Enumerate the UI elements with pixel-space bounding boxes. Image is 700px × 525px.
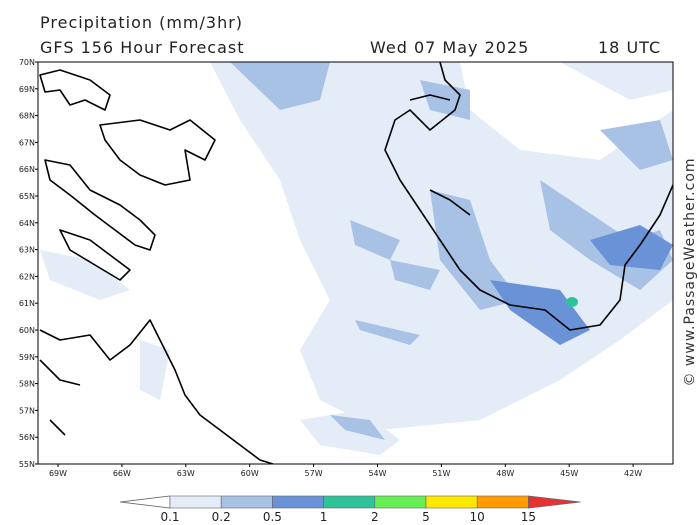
lon-label: 66W	[113, 469, 131, 478]
lon-label: 69W	[49, 469, 67, 478]
colorbar-label: 5	[422, 510, 430, 524]
title: Precipitation (mm/3hr)	[40, 13, 243, 32]
colorbar-low-arrow	[119, 495, 171, 509]
forecast-date: Wed 07 May 2025	[370, 38, 529, 57]
colorbar-high-arrow	[528, 495, 581, 509]
coastlines	[39, 62, 673, 464]
lon-label: 54W	[368, 469, 386, 478]
colorbar-swatch	[272, 495, 324, 509]
lat-label: 59N	[19, 353, 35, 362]
lat-label: 58N	[19, 380, 35, 389]
colorbar-swatch	[323, 495, 376, 509]
colorbar-label: 0.1	[160, 510, 179, 524]
lat-label: 56N	[19, 433, 35, 442]
colorbar-swatch	[374, 495, 427, 509]
lat-label: 55N	[19, 460, 35, 469]
subtitle: GFS 156 Hour Forecast	[40, 38, 245, 57]
lat-label: 57N	[19, 406, 35, 415]
lon-label: 48W	[496, 469, 514, 478]
colorbar-label: 0.2	[212, 510, 231, 524]
colorbar-swatch	[169, 495, 222, 509]
colorbar-label: 2	[371, 510, 379, 524]
lon-label: 51W	[432, 469, 450, 478]
forecast-time: 18 UTC	[598, 38, 661, 57]
lon-label: 42W	[624, 469, 642, 478]
lon-label: 45W	[560, 469, 578, 478]
lat-label: 66N	[19, 165, 35, 174]
map-frame	[37, 61, 674, 465]
lat-label: 67N	[19, 138, 35, 147]
lon-label: 57W	[305, 469, 323, 478]
colorbar-label: 15	[521, 510, 536, 524]
colorbar-label: 10	[470, 510, 485, 524]
lon-label: 60W	[241, 469, 259, 478]
colorbar-label: 0.5	[263, 510, 282, 524]
colorbar-swatch	[425, 495, 478, 509]
colorbar: 0.1 0.2 0.5 1 2 5 10 15	[119, 495, 581, 524]
colorbar-label: 1	[320, 510, 328, 524]
lat-label: 68N	[19, 112, 35, 121]
lat-label: 61N	[19, 299, 35, 308]
precip-fields	[40, 62, 673, 455]
watermark: © www.PassageWeather.com	[682, 157, 698, 386]
lat-label: 63N	[19, 246, 35, 255]
colorbar-swatch	[476, 495, 529, 509]
lat-label: 64N	[19, 219, 35, 228]
lat-label: 65N	[19, 192, 35, 201]
map	[37, 61, 674, 465]
colorbar-swatch	[220, 495, 273, 509]
lat-label: 62N	[19, 272, 35, 281]
lon-label: 63W	[177, 469, 195, 478]
lat-label: 69N	[19, 85, 35, 94]
lat-label: 70N	[19, 58, 35, 67]
graticule-labels: 70N 69N 68N 67N 66N 65N 64N 63N 62N 61N 60N 59N 58N 5…	[19, 58, 642, 478]
lat-label: 60N	[19, 326, 35, 335]
